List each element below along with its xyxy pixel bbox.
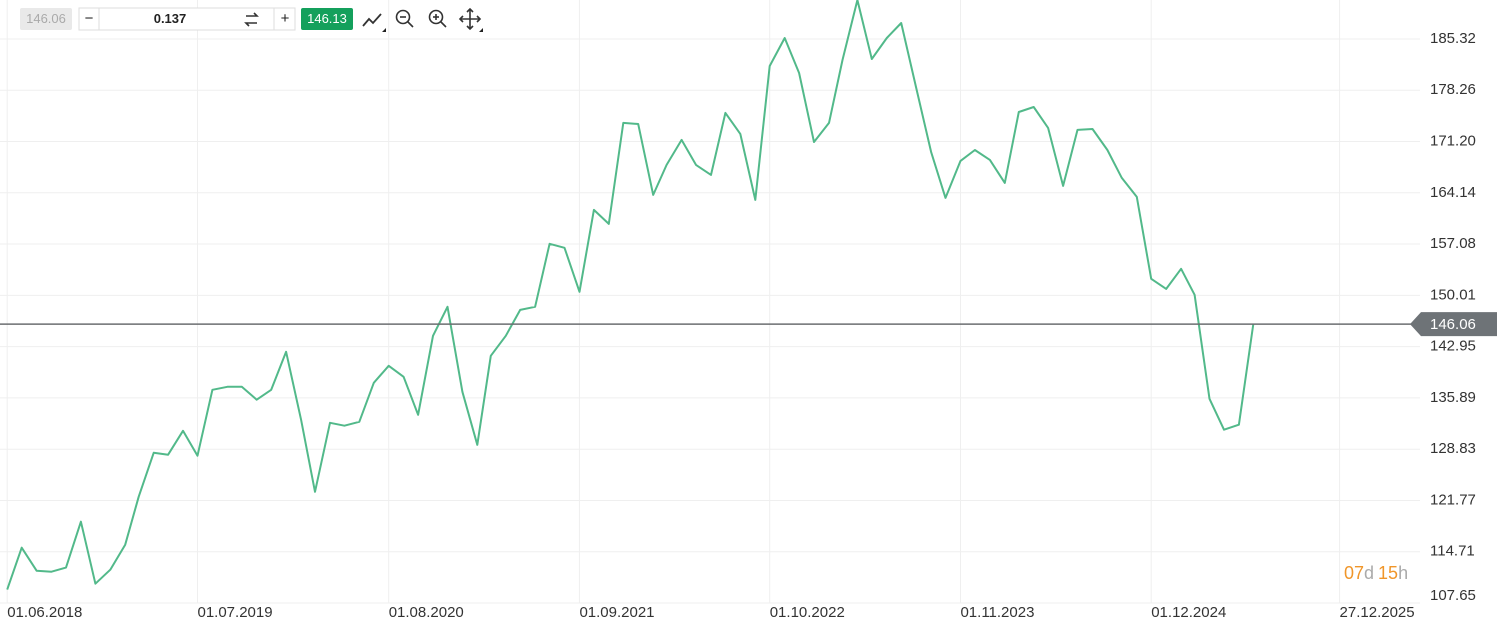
ask-box[interactable] bbox=[301, 8, 353, 30]
ask-price[interactable]: 146.13 bbox=[307, 11, 347, 26]
x-tick-label: 01.12.2024 bbox=[1151, 604, 1226, 621]
y-tick-label: 164.14 bbox=[1430, 184, 1476, 201]
bid-box bbox=[20, 8, 72, 30]
y-tick-label: 142.95 bbox=[1430, 338, 1476, 355]
chart-type-icon[interactable] bbox=[362, 13, 382, 27]
x-tick-label: 01.06.2018 bbox=[7, 604, 82, 621]
y-tick-label: 150.01 bbox=[1430, 286, 1476, 303]
x-tick-label: 27.12.2025 bbox=[1340, 604, 1415, 621]
step-input[interactable] bbox=[78, 7, 296, 31]
dropdown-corner bbox=[382, 28, 386, 32]
x-tick-label: 01.08.2020 bbox=[389, 604, 464, 621]
bid-price: 146.06 bbox=[26, 11, 66, 26]
toolbar: 146.06 − 0.137 + 146.13 bbox=[20, 7, 483, 32]
current-price-label: 146.06 bbox=[1430, 316, 1476, 333]
zoom-out-icon[interactable] bbox=[395, 9, 414, 28]
countdown-days: 07 bbox=[1344, 563, 1364, 583]
x-tick-label: 01.10.2022 bbox=[770, 604, 845, 621]
y-tick-label: 135.89 bbox=[1430, 389, 1476, 406]
y-tick-label: 185.32 bbox=[1430, 30, 1476, 47]
countdown-hours: 15 bbox=[1378, 563, 1398, 583]
decrement-button[interactable]: − bbox=[85, 10, 94, 27]
step-value[interactable]: 0.137 bbox=[154, 11, 187, 26]
x-tick-label: 01.11.2023 bbox=[960, 604, 1034, 621]
swap-icon[interactable] bbox=[244, 12, 259, 27]
x-tick-label: 01.09.2021 bbox=[579, 604, 654, 621]
price-line bbox=[6, 0, 1255, 590]
y-tick-label: 178.26 bbox=[1430, 81, 1476, 98]
increment-button[interactable]: + bbox=[281, 10, 290, 27]
y-tick-label: 157.08 bbox=[1430, 235, 1476, 252]
zoom-in-icon[interactable] bbox=[428, 9, 447, 28]
y-tick-label: 171.20 bbox=[1430, 132, 1476, 149]
pan-icon[interactable] bbox=[458, 7, 482, 31]
current-price-tag bbox=[1410, 312, 1497, 337]
dropdown-corner bbox=[479, 28, 483, 32]
countdown-unit: h bbox=[1398, 563, 1408, 583]
countdown: 07d 15h bbox=[1344, 563, 1408, 583]
x-tick-label: 01.07.2019 bbox=[197, 604, 272, 621]
y-tick-label: 107.65 bbox=[1430, 587, 1476, 604]
countdown-unit: d bbox=[1364, 563, 1374, 583]
y-tick-label: 121.77 bbox=[1430, 491, 1476, 508]
y-tick-label: 114.71 bbox=[1430, 543, 1475, 560]
y-tick-label: 128.83 bbox=[1430, 440, 1476, 457]
